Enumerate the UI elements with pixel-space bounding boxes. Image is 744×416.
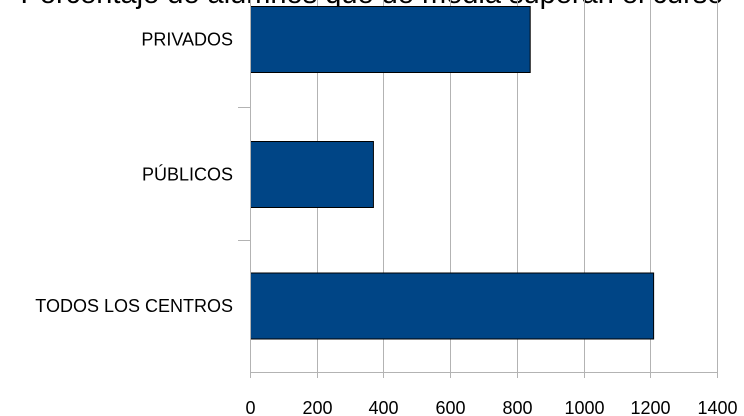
x-tick-label-200: 200 [302, 398, 332, 416]
x-tick-label-600: 600 [435, 398, 465, 416]
x-tick-label-400: 400 [368, 398, 398, 416]
x-tick-label-1000: 1000 [564, 398, 604, 416]
axis-layer [238, 0, 718, 378]
bars-layer [250, 6, 655, 340]
category-label-2: TODOS LOS CENTROS [35, 296, 233, 316]
bar-privados [250, 6, 531, 73]
bar-p-blicos [250, 141, 374, 208]
chart-title: Porcentaje de alumnos que de media super… [21, 0, 724, 10]
x-tick-label-800: 800 [502, 398, 532, 416]
category-label-1: PÚBLICOS [142, 164, 233, 185]
tick-labels: 0 200 400 600 800 1000 1200 1400 [245, 398, 737, 416]
x-tick-label-1400: 1400 [697, 398, 737, 416]
x-tick-label-0: 0 [245, 398, 255, 416]
category-labels: PRIVADOS PÚBLICOS TODOS LOS CENTROS [35, 30, 233, 317]
category-label-0: PRIVADOS [141, 30, 233, 50]
bar-todos-los-centros [250, 272, 655, 340]
x-tick-label-1200: 1200 [630, 398, 670, 416]
